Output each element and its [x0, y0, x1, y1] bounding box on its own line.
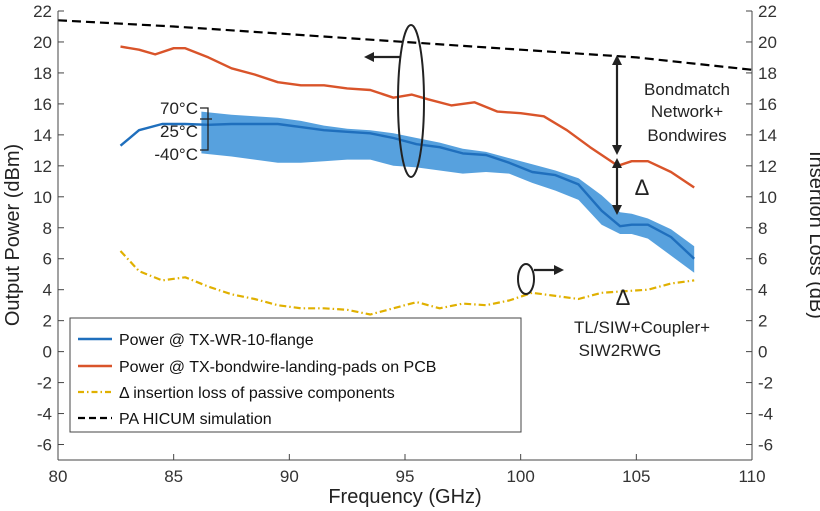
- passive-line-2: SIW2RWG: [579, 341, 662, 360]
- y-right-tick-label: 10: [758, 188, 777, 207]
- y-right-tick-label: 14: [758, 126, 777, 145]
- legend: Power @ TX-WR-10-flange Power @ TX-bondw…: [69, 317, 522, 433]
- y-left-tick-label: 0: [43, 343, 52, 362]
- y-left-tick-label: 14: [33, 126, 52, 145]
- temperature-band-layer: [201, 111, 695, 273]
- temp-label-25c: 25°C: [160, 122, 198, 141]
- x-tick-label: 110: [738, 467, 765, 486]
- y-left-tick-label: 18: [33, 64, 52, 83]
- y-left-tick-label: 6: [43, 250, 52, 269]
- upper-ellipse-marker: [397, 24, 425, 178]
- y-right-tick-label: 0: [758, 343, 767, 362]
- y-left-tick-label: -2: [37, 374, 52, 393]
- temperature-bracket: [200, 107, 212, 151]
- x-tick-label: 80: [49, 467, 68, 486]
- bondmatch-line-1: Bondmatch: [644, 80, 730, 99]
- y-right-tick-label: 12: [758, 157, 777, 176]
- y-right-tick-label: -6: [758, 436, 773, 455]
- x-tick-label: 90: [280, 467, 299, 486]
- annotation-markers: [364, 24, 622, 295]
- series-line-hicum: [57, 19, 753, 71]
- legend-label-pads: Power @ TX-bondwire-landing-pads on PCB: [119, 359, 436, 376]
- y-left-tick-label: -4: [37, 405, 52, 424]
- delta-lower-label: Δ: [616, 285, 631, 310]
- x-tick-label: 100: [506, 467, 534, 486]
- y-left-tick-label: 20: [33, 33, 52, 52]
- series-layer: [57, 19, 753, 316]
- y-left-tick-label: 2: [43, 312, 52, 331]
- x-tick-label: 105: [622, 467, 650, 486]
- y-right-tick-label: 8: [758, 219, 767, 238]
- y-right-tick-label: 2: [758, 312, 767, 331]
- delta-upper-label: Δ: [635, 175, 650, 200]
- y-right-tick-label: 4: [758, 281, 767, 300]
- right-axis-label: Insertion Loss (dB): [805, 151, 820, 319]
- temp-label-minus40c: -40°C: [154, 145, 198, 164]
- y-left-tick-label: 8: [43, 219, 52, 238]
- y-right-tick-label: 22: [758, 2, 777, 21]
- y-right-tick-label: -4: [758, 405, 773, 424]
- passive-line-1: TL/SIW+Coupler+: [574, 318, 710, 337]
- temp-label-70c: 70°C: [160, 99, 198, 118]
- temperature-band: [201, 111, 695, 273]
- legend-label-hicum: PA HICUM simulation: [119, 411, 272, 428]
- y-left-tick-label: 16: [33, 95, 52, 114]
- x-axis-label: Frequency (GHz): [328, 486, 481, 508]
- y-left-tick-label: 12: [33, 157, 52, 176]
- temperature-labels: 70°C 25°C -40°C: [154, 99, 212, 164]
- x-tick-label: 85: [164, 467, 183, 486]
- x-tick-label: 95: [396, 467, 415, 486]
- bondmatch-line-2: Network+: [651, 102, 723, 121]
- series-line-flange: [119, 122, 696, 260]
- legend-label-flange: Power @ TX-WR-10-flange: [119, 332, 314, 349]
- y-left-tick-label: -6: [37, 436, 52, 455]
- tick-layer: 80 85 90 95 100 105 110-6-4-202468101214161820…: [33, 2, 777, 486]
- text-annotations: Bondmatch Network+ Bondwires Δ Δ TL/SIW+…: [574, 80, 730, 360]
- legend-box: [69, 317, 522, 433]
- y-right-tick-label: 20: [758, 33, 777, 52]
- y-right-tick-label: 18: [758, 64, 777, 83]
- left-axis-label: Output Power (dBm): [2, 144, 24, 326]
- y-right-tick-label: 6: [758, 250, 767, 269]
- series-line-delta-loss: [119, 250, 695, 316]
- y-left-tick-label: 22: [33, 2, 52, 21]
- legend-label-delta: Δ insertion loss of passive components: [119, 385, 395, 402]
- y-right-tick-label: -2: [758, 374, 773, 393]
- lower-ellipse-marker: [517, 263, 535, 295]
- y-left-tick-label: 4: [43, 281, 52, 300]
- bondmatch-line-3: Bondwires: [647, 126, 726, 145]
- y-left-tick-label: 10: [33, 188, 52, 207]
- y-right-tick-label: 16: [758, 95, 777, 114]
- series-line-pads: [120, 45, 695, 189]
